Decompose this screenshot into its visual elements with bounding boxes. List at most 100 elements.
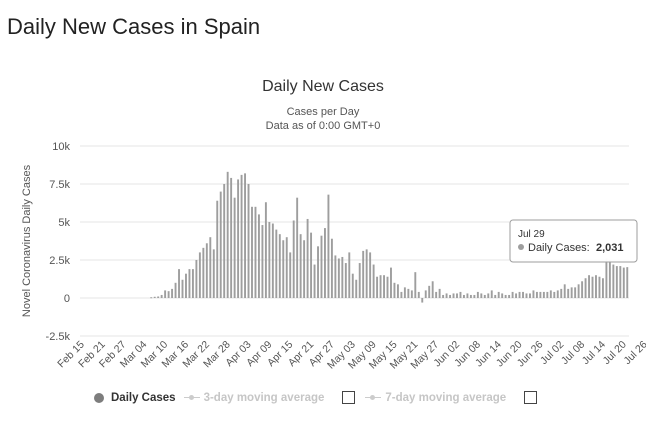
bar[interactable] xyxy=(191,269,194,298)
bar[interactable] xyxy=(244,173,246,298)
bar[interactable] xyxy=(390,267,392,298)
bar[interactable] xyxy=(257,214,260,298)
bar[interactable] xyxy=(157,296,160,298)
bar[interactable] xyxy=(487,293,490,298)
bar[interactable] xyxy=(306,218,309,298)
bar[interactable] xyxy=(365,249,368,298)
legend-item-daily-cases[interactable]: Daily Cases xyxy=(94,392,176,404)
bar[interactable] xyxy=(619,266,622,298)
bar[interactable] xyxy=(414,272,417,298)
bar[interactable] xyxy=(251,206,253,298)
bar[interactable] xyxy=(247,184,250,298)
bar[interactable] xyxy=(341,256,344,298)
bar[interactable] xyxy=(396,284,399,298)
bar[interactable] xyxy=(216,200,219,298)
bar[interactable] xyxy=(442,294,445,298)
bar[interactable] xyxy=(337,258,340,298)
bar[interactable] xyxy=(195,260,198,298)
bar[interactable] xyxy=(494,294,497,298)
bar[interactable] xyxy=(209,237,212,298)
bar[interactable] xyxy=(379,275,382,298)
bar[interactable] xyxy=(240,174,243,298)
bar[interactable] xyxy=(424,290,427,298)
bar[interactable] xyxy=(299,234,302,298)
bar[interactable] xyxy=(393,282,396,298)
bar[interactable] xyxy=(456,293,458,298)
bar[interactable] xyxy=(160,294,163,298)
bar[interactable] xyxy=(358,263,361,298)
bar[interactable] xyxy=(563,284,566,298)
bar[interactable] xyxy=(601,278,604,298)
bar[interactable] xyxy=(237,179,240,298)
bar[interactable] xyxy=(459,291,462,298)
bar[interactable] xyxy=(542,291,545,298)
bar[interactable] xyxy=(490,290,493,298)
bar[interactable] xyxy=(463,294,465,298)
bar[interactable] xyxy=(584,278,587,298)
bar[interactable] xyxy=(622,267,625,298)
bar[interactable] xyxy=(504,294,507,298)
bar[interactable] xyxy=(348,252,351,298)
bar[interactable] xyxy=(369,252,372,298)
bar[interactable] xyxy=(529,293,531,298)
bar[interactable] xyxy=(202,247,205,298)
bar[interactable] xyxy=(483,294,486,298)
bar[interactable] xyxy=(598,276,601,298)
bar[interactable] xyxy=(334,255,337,298)
bar[interactable] xyxy=(383,275,385,298)
bar[interactable] xyxy=(428,285,431,298)
bar[interactable] xyxy=(167,291,170,298)
checkbox-7-day-average[interactable] xyxy=(524,391,538,404)
bar[interactable] xyxy=(476,291,479,298)
bar[interactable] xyxy=(518,291,521,298)
checkbox-3-day-average[interactable] xyxy=(342,391,356,404)
legend-item-7-day-average[interactable]: 7-day moving average xyxy=(365,392,506,404)
bar[interactable] xyxy=(327,194,330,298)
bar[interactable] xyxy=(588,275,590,298)
bar[interactable] xyxy=(153,296,156,298)
bar[interactable] xyxy=(539,291,542,298)
bar[interactable] xyxy=(556,290,559,298)
bar[interactable] xyxy=(271,223,274,298)
bar[interactable] xyxy=(223,184,226,298)
bar[interactable] xyxy=(508,294,511,298)
bar[interactable] xyxy=(501,293,504,298)
bar[interactable] xyxy=(188,269,191,298)
bar[interactable] xyxy=(438,288,441,298)
bar[interactable] xyxy=(511,291,514,298)
bar[interactable] xyxy=(355,279,358,298)
bar[interactable] xyxy=(626,267,629,298)
bar[interactable] xyxy=(421,298,424,303)
bar[interactable] xyxy=(407,288,410,298)
bar[interactable] xyxy=(230,177,233,298)
bar[interactable] xyxy=(198,252,201,298)
bar[interactable] xyxy=(417,291,420,298)
bar[interactable] xyxy=(275,229,278,298)
bar[interactable] xyxy=(400,291,403,298)
bar[interactable] xyxy=(553,291,556,298)
bar[interactable] xyxy=(497,291,500,298)
bar[interactable] xyxy=(233,197,236,298)
bar[interactable] xyxy=(282,240,285,298)
bar[interactable] xyxy=(320,235,323,298)
bar[interactable] xyxy=(285,237,288,298)
bar[interactable] xyxy=(532,290,535,298)
bar[interactable] xyxy=(473,294,476,298)
bar[interactable] xyxy=(549,290,552,298)
bar[interactable] xyxy=(317,246,319,298)
bar[interactable] xyxy=(605,258,608,298)
bar[interactable] xyxy=(376,276,379,298)
bar[interactable] xyxy=(535,291,538,298)
bar[interactable] xyxy=(296,197,299,298)
bar[interactable] xyxy=(289,252,292,298)
bar[interactable] xyxy=(205,243,208,298)
bar[interactable] xyxy=(261,225,264,298)
bar[interactable] xyxy=(469,294,472,298)
bar[interactable] xyxy=(344,263,347,298)
bar[interactable] xyxy=(574,287,577,298)
bar[interactable] xyxy=(612,264,615,298)
bar[interactable] xyxy=(150,297,153,299)
bar[interactable] xyxy=(591,276,594,298)
bar[interactable] xyxy=(226,171,229,298)
bar[interactable] xyxy=(313,264,316,298)
